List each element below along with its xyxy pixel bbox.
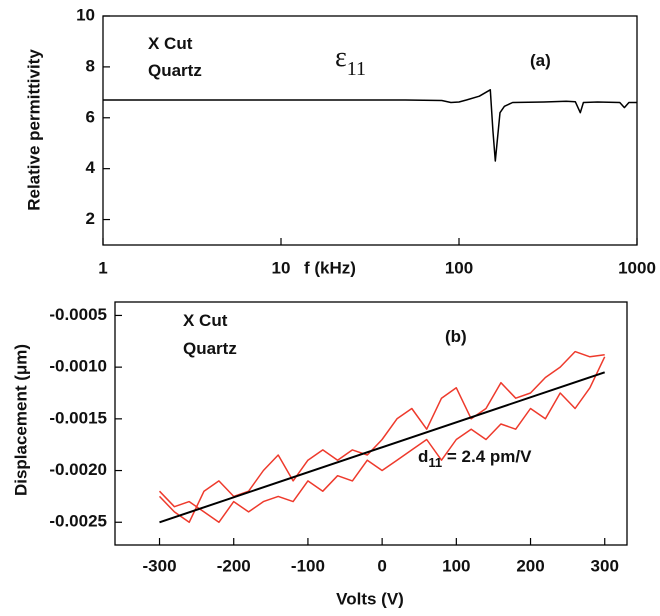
annotation-text: ε <box>335 42 347 73</box>
y-tick-label: -0.0005 <box>49 305 107 324</box>
data-line <box>103 89 637 162</box>
annotation-text: (a) <box>530 51 551 70</box>
x-axis-label: f (kHz) <box>304 258 356 277</box>
x-tick-label: 10 <box>272 258 291 277</box>
annotation-text: (b) <box>445 327 467 346</box>
y-axis-label: Relative permittivity <box>24 49 43 211</box>
data-line <box>158 356 606 524</box>
annotation: ε11 <box>335 42 366 79</box>
annotation-text: d <box>418 447 428 466</box>
x-tick-label: 100 <box>442 556 470 575</box>
x-tick-label: 1 <box>98 258 107 277</box>
y-tick-label: 2 <box>86 209 95 228</box>
annotation-text: Quartz <box>148 61 202 80</box>
y-tick-label: -0.0020 <box>49 460 107 479</box>
plot-frame <box>102 15 638 246</box>
annotation: (b) <box>445 327 467 346</box>
annotation-text: = 2.4 pm/V <box>442 447 532 466</box>
annotation: X Cut <box>183 311 228 330</box>
annotation-text: X Cut <box>183 311 228 330</box>
x-tick-label: 300 <box>591 556 619 575</box>
x-tick-label: 1000 <box>618 258 656 277</box>
x-tick-label: 200 <box>516 556 544 575</box>
y-tick-label: -0.0025 <box>49 512 107 531</box>
y-tick-label: -0.0015 <box>49 408 107 427</box>
y-tick-label: 10 <box>76 5 95 24</box>
y-tick-label: 6 <box>86 107 95 126</box>
data-line <box>158 350 605 524</box>
fit-line <box>159 371 606 524</box>
x-tick-label: -300 <box>143 556 177 575</box>
annotation-subscript: 11 <box>428 455 442 470</box>
annotation-text: X Cut <box>148 34 193 53</box>
annotation-text: Quartz <box>183 339 237 358</box>
x-tick-label: 100 <box>445 258 473 277</box>
y-axis-label: Displacement (μm) <box>11 344 30 496</box>
y-tick-label: 8 <box>86 56 95 75</box>
annotation: Quartz <box>148 61 202 80</box>
x-tick-label: -200 <box>217 556 251 575</box>
y-tick-label: -0.0010 <box>49 357 107 376</box>
annotation: X Cut <box>148 34 193 53</box>
x-tick-label: -100 <box>291 556 325 575</box>
annotation: Quartz <box>183 339 237 358</box>
plot-frame <box>114 301 628 546</box>
x-tick-label: 0 <box>377 556 386 575</box>
annotation-subscript: 11 <box>347 58 366 80</box>
annotation: d11 = 2.4 pm/V <box>418 447 532 470</box>
annotation: (a) <box>530 51 551 70</box>
x-axis-label: Volts (V) <box>336 589 404 608</box>
y-tick-label: 4 <box>86 158 96 177</box>
